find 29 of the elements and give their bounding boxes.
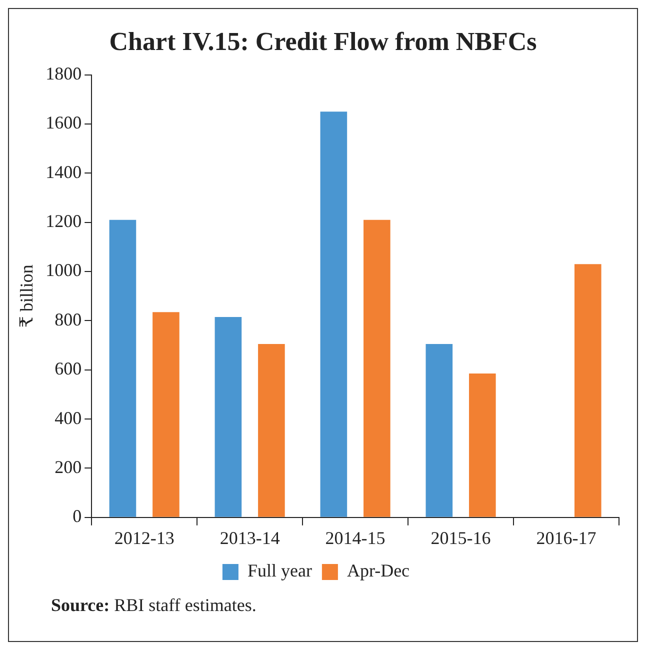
bar (320, 112, 348, 517)
legend-label: Full year (247, 560, 312, 581)
y-tick-label: 1400 (46, 162, 82, 182)
y-tick-label: 1800 (46, 64, 82, 84)
bar (214, 317, 242, 517)
x-tick-label: 2013-14 (220, 528, 280, 548)
bar (258, 344, 285, 517)
y-tick-label: 400 (54, 408, 82, 428)
y-axis-title: ₹ billion (16, 264, 37, 328)
bar (152, 312, 180, 517)
chart-title: Chart IV.15: Credit Flow from NBFCs (108, 27, 538, 57)
bar (364, 220, 390, 517)
bar (574, 264, 602, 517)
bar (468, 374, 496, 517)
bar (426, 344, 453, 517)
x-tick-label: 2012-13 (114, 528, 174, 548)
legend-label: Apr-Dec (346, 560, 410, 581)
y-tick-label: 600 (54, 358, 82, 379)
y-tick-label: 0 (72, 506, 82, 526)
y-tick-label: 800 (54, 309, 82, 330)
source-note: Source: RBI staff estimates. (51, 595, 258, 616)
x-tick-label: 2016-17 (536, 528, 596, 548)
x-tick-label: 2014-15 (325, 528, 386, 548)
y-tick-label: 200 (54, 456, 82, 477)
y-tick-label: 1000 (46, 260, 82, 280)
y-tick-label: 1200 (46, 211, 82, 232)
x-tick-label: 2015-16 (430, 528, 491, 548)
bar (109, 220, 136, 517)
y-tick-label: 1600 (46, 112, 82, 133)
